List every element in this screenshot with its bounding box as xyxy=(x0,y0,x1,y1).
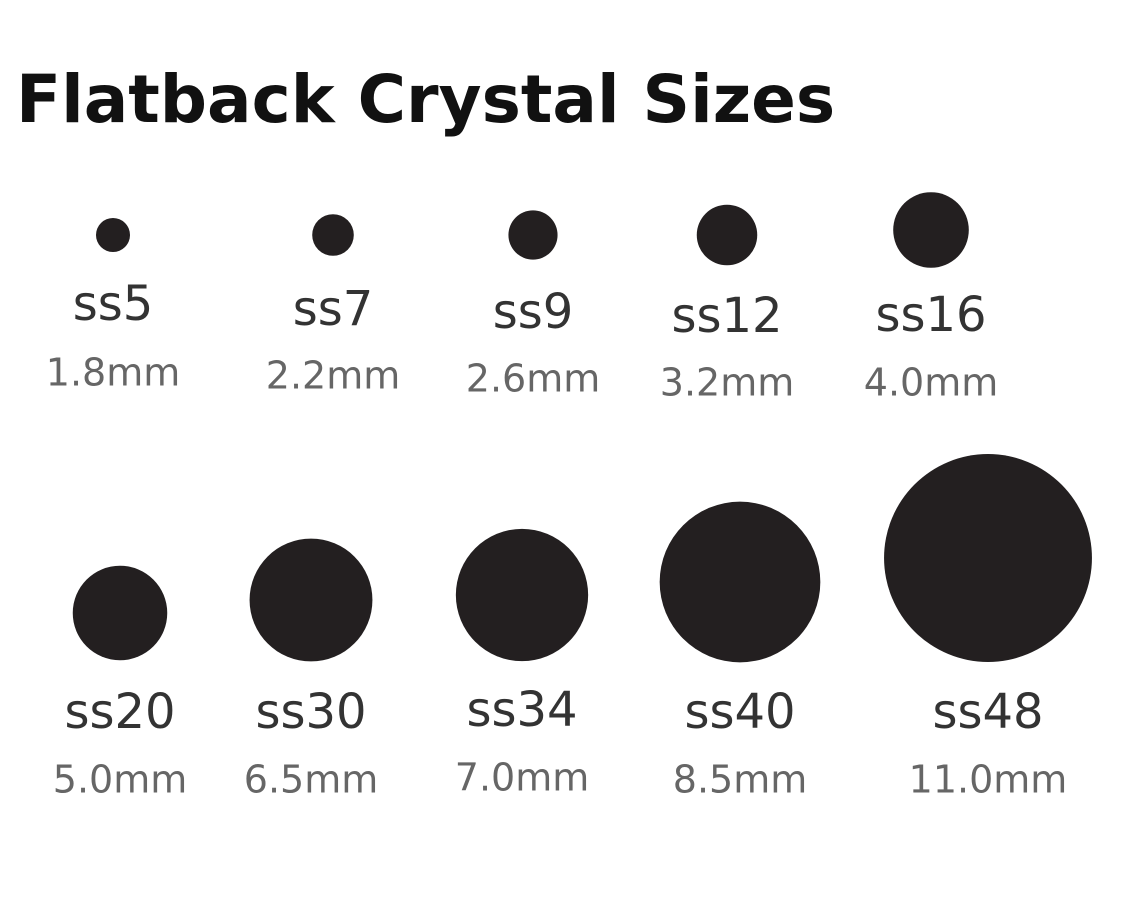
size-name: ss40 xyxy=(684,684,795,740)
size-mm: 2.6mm xyxy=(466,357,600,401)
size-name: ss16 xyxy=(875,287,986,343)
size-name: ss48 xyxy=(932,684,1043,740)
crystal-circle xyxy=(884,454,1092,662)
crystal-circle xyxy=(72,565,168,661)
size-mm: 2.2mm xyxy=(266,354,400,398)
size-name: ss30 xyxy=(255,684,366,740)
size-name: ss9 xyxy=(493,284,574,340)
crystal-circle xyxy=(696,204,758,266)
size-name: ss7 xyxy=(293,281,374,337)
size-mm: 11.0mm xyxy=(909,758,1068,802)
title: Flatback Crystal Sizes xyxy=(16,61,835,138)
crystal-circle xyxy=(249,538,373,662)
crystal-circle xyxy=(508,210,558,260)
size-name: ss5 xyxy=(73,276,154,332)
size-name: ss20 xyxy=(64,684,175,740)
size-mm: 5.0mm xyxy=(53,758,187,802)
size-mm: 7.0mm xyxy=(455,756,589,800)
size-mm: 3.2mm xyxy=(660,361,794,405)
crystal-circle xyxy=(95,217,131,253)
size-mm: 6.5mm xyxy=(244,758,378,802)
size-name: ss12 xyxy=(671,288,782,344)
size-name: ss34 xyxy=(466,682,577,738)
size-mm: 1.8mm xyxy=(46,351,180,395)
crystal-circle xyxy=(893,192,969,268)
crystal-circle xyxy=(659,501,821,663)
size-mm: 4.0mm xyxy=(864,361,998,405)
size-mm: 8.5mm xyxy=(673,758,807,802)
crystal-circle xyxy=(455,528,589,662)
crystal-circle xyxy=(312,214,354,256)
